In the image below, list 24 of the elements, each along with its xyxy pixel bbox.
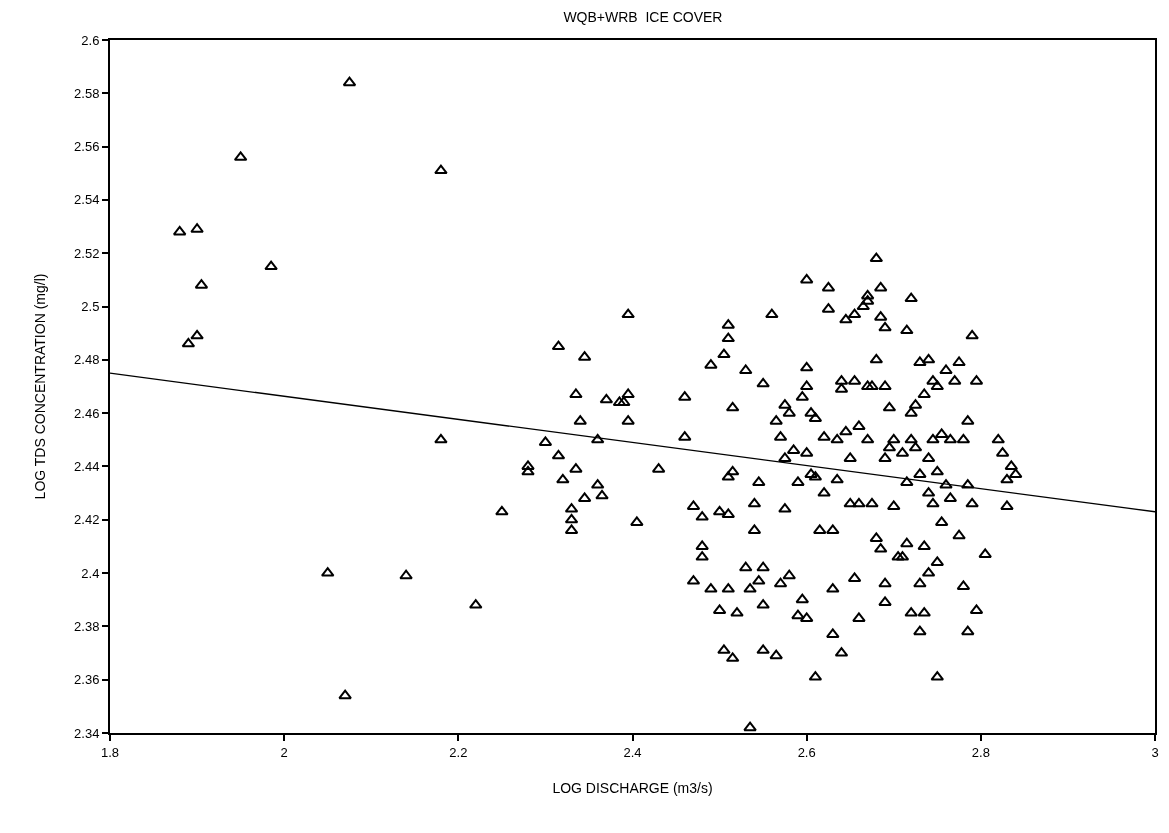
y-tick-label: 2.48 bbox=[74, 352, 100, 368]
y-tick-label: 2.34 bbox=[74, 725, 100, 741]
x-tick-label: 2 bbox=[280, 744, 288, 760]
y-tick-label: 2.52 bbox=[74, 245, 100, 261]
x-tick-label: 2.6 bbox=[797, 744, 816, 760]
x-tick-label: 1.8 bbox=[100, 744, 120, 760]
y-tick-label: 2.44 bbox=[74, 459, 100, 475]
y-tick-label: 2.5 bbox=[81, 299, 100, 315]
y-tick-label: 2.38 bbox=[74, 618, 100, 634]
y-tick-label: 2.46 bbox=[74, 405, 100, 421]
y-tick-label: 2.42 bbox=[74, 512, 100, 528]
x-tick-label: 2.8 bbox=[971, 744, 990, 760]
x-tick-label: 2.2 bbox=[449, 744, 468, 760]
y-axis-title: LOG TDS CONCENTRATION (mg/l) bbox=[32, 273, 49, 500]
x-tick-label: 2.4 bbox=[623, 744, 642, 760]
y-tick-label: 2.54 bbox=[74, 192, 100, 208]
y-tick-label: 2.4 bbox=[81, 565, 100, 581]
x-tick-label: 3 bbox=[1151, 744, 1159, 760]
y-tick-label: 2.36 bbox=[74, 672, 100, 688]
y-tick-label: 2.58 bbox=[74, 85, 100, 101]
y-tick-label: 2.56 bbox=[74, 139, 100, 155]
x-axis-title: LOG DISCHARGE (m3/s) bbox=[552, 780, 713, 797]
y-tick-label: 2.6 bbox=[81, 32, 100, 48]
chart-title: WQB+WRB ICE COVER bbox=[563, 9, 723, 26]
